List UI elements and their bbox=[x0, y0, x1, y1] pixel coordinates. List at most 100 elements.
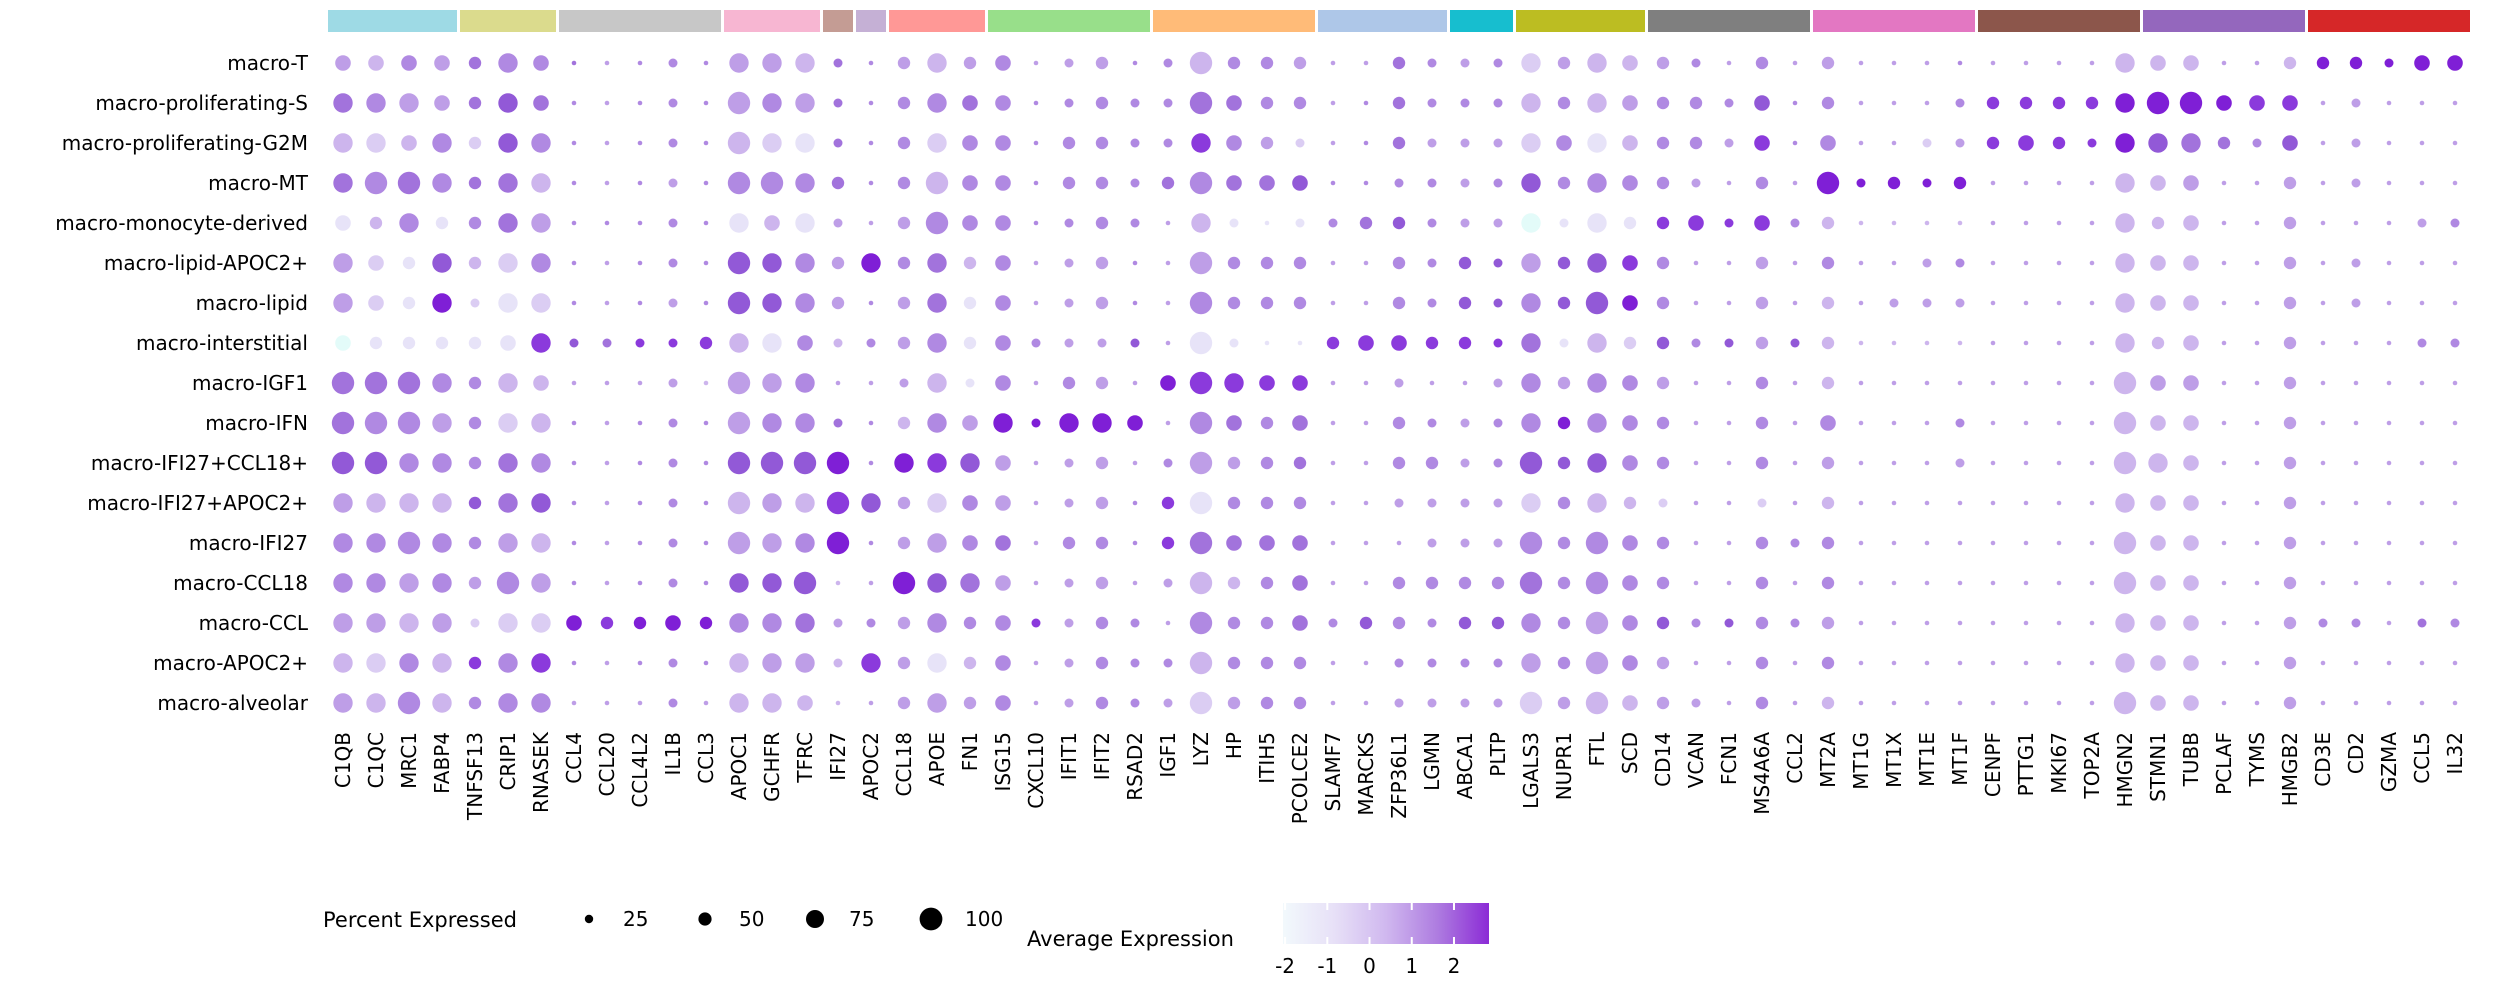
expression-dot bbox=[1064, 218, 1074, 228]
expression-dot bbox=[2283, 56, 2297, 70]
expression-dot bbox=[368, 255, 384, 271]
expression-dot bbox=[432, 133, 452, 153]
expression-dot bbox=[2221, 460, 2227, 466]
expression-dot bbox=[1189, 91, 1213, 115]
expression-dot bbox=[1990, 380, 1996, 386]
expression-dot bbox=[995, 615, 1011, 631]
expression-dot bbox=[2419, 300, 2425, 306]
expression-dot bbox=[2221, 220, 2227, 226]
expression-dot bbox=[1130, 618, 1140, 628]
expression-dot bbox=[2254, 580, 2260, 586]
expression-dot bbox=[795, 613, 815, 633]
expression-dot bbox=[498, 693, 518, 713]
expression-dot bbox=[868, 220, 874, 226]
expression-dot bbox=[1191, 213, 1211, 233]
expression-dot bbox=[571, 300, 577, 306]
expression-dot bbox=[1957, 60, 1963, 66]
colorbar-notch bbox=[1410, 903, 1413, 910]
expression-dot bbox=[727, 91, 751, 115]
expression-dot bbox=[2019, 96, 2033, 110]
expression-dot bbox=[1132, 540, 1138, 546]
expression-dot bbox=[729, 693, 749, 713]
expression-dot bbox=[1227, 696, 1241, 710]
expression-dot bbox=[2023, 60, 2029, 66]
expression-dot bbox=[2089, 300, 2095, 306]
expression-dot bbox=[571, 100, 577, 106]
expression-dot bbox=[1924, 100, 1930, 106]
gene-label: FCN1 bbox=[1717, 732, 1741, 785]
gene-label: ISG15 bbox=[991, 732, 1015, 792]
expression-dot bbox=[861, 653, 881, 673]
expression-dot bbox=[762, 293, 782, 313]
expression-dot bbox=[2148, 133, 2168, 153]
expression-dot bbox=[703, 60, 709, 66]
expression-dot bbox=[1955, 98, 1965, 108]
gene-label: SCD bbox=[1618, 732, 1642, 774]
expression-dot bbox=[1693, 660, 1699, 666]
gene-group-band bbox=[328, 10, 457, 32]
expression-dot bbox=[795, 533, 815, 553]
expression-dot bbox=[1062, 376, 1076, 390]
expression-dot bbox=[927, 613, 947, 633]
expression-dot bbox=[993, 413, 1013, 433]
expression-dot bbox=[498, 373, 518, 393]
expression-dot bbox=[1227, 656, 1241, 670]
expression-dot bbox=[2452, 100, 2458, 106]
expression-dot bbox=[1189, 691, 1213, 715]
expression-dot bbox=[1460, 58, 1470, 68]
expression-dot bbox=[1656, 416, 1670, 430]
expression-dot bbox=[1363, 460, 1369, 466]
expression-dot bbox=[1033, 660, 1039, 666]
expression-dot bbox=[2254, 380, 2260, 386]
expression-dot bbox=[995, 175, 1011, 191]
expression-dot bbox=[1227, 56, 1241, 70]
expression-dot bbox=[1821, 96, 1835, 110]
expression-dot bbox=[2183, 575, 2199, 591]
expression-dot bbox=[402, 256, 416, 270]
expression-dot bbox=[868, 540, 874, 546]
expression-dot bbox=[793, 451, 817, 475]
expression-dot bbox=[468, 376, 482, 390]
expression-dot bbox=[1792, 60, 1798, 66]
expression-dot bbox=[1557, 576, 1571, 590]
expression-dot bbox=[1095, 96, 1109, 110]
expression-dot bbox=[1165, 620, 1171, 626]
expression-dot bbox=[2150, 495, 2166, 511]
expression-dot bbox=[1792, 380, 1798, 386]
expression-dot bbox=[995, 375, 1011, 391]
expression-dot bbox=[1924, 220, 1930, 226]
expression-dot bbox=[2320, 700, 2326, 706]
expression-dot bbox=[432, 413, 452, 433]
expression-dot bbox=[668, 338, 678, 348]
expression-dot bbox=[831, 296, 845, 310]
expression-dot bbox=[2023, 300, 2029, 306]
dot-matrix bbox=[331, 51, 2463, 715]
expression-dot bbox=[1493, 418, 1503, 428]
expression-dot bbox=[1724, 618, 1734, 628]
gene-label: CD14 bbox=[1651, 732, 1675, 787]
expression-dot bbox=[1724, 218, 1734, 228]
expression-dot bbox=[600, 616, 614, 630]
gene-label: C1QB bbox=[331, 732, 355, 788]
expression-dot bbox=[2113, 531, 2137, 555]
expression-dot bbox=[2320, 540, 2326, 546]
expression-dot bbox=[2183, 695, 2199, 711]
expression-dot bbox=[1887, 176, 1901, 190]
expression-dot bbox=[995, 135, 1011, 151]
expression-dot bbox=[1460, 458, 1470, 468]
colorbar-tick-label: -1 bbox=[1317, 954, 1337, 978]
expression-dot bbox=[2252, 138, 2262, 148]
expression-dot bbox=[2282, 135, 2298, 151]
colorbar-notch bbox=[1410, 937, 1413, 944]
expression-dot bbox=[2447, 55, 2463, 71]
expression-dot bbox=[835, 700, 841, 706]
expression-dot bbox=[1557, 456, 1571, 470]
expression-dot bbox=[833, 98, 843, 108]
expression-dot bbox=[2353, 540, 2359, 546]
expression-dot bbox=[897, 416, 911, 430]
expression-dot bbox=[868, 380, 874, 386]
expression-dot bbox=[1460, 538, 1470, 548]
expression-dot bbox=[1224, 373, 1244, 393]
expression-dot bbox=[470, 298, 480, 308]
expression-dot bbox=[1656, 536, 1670, 550]
